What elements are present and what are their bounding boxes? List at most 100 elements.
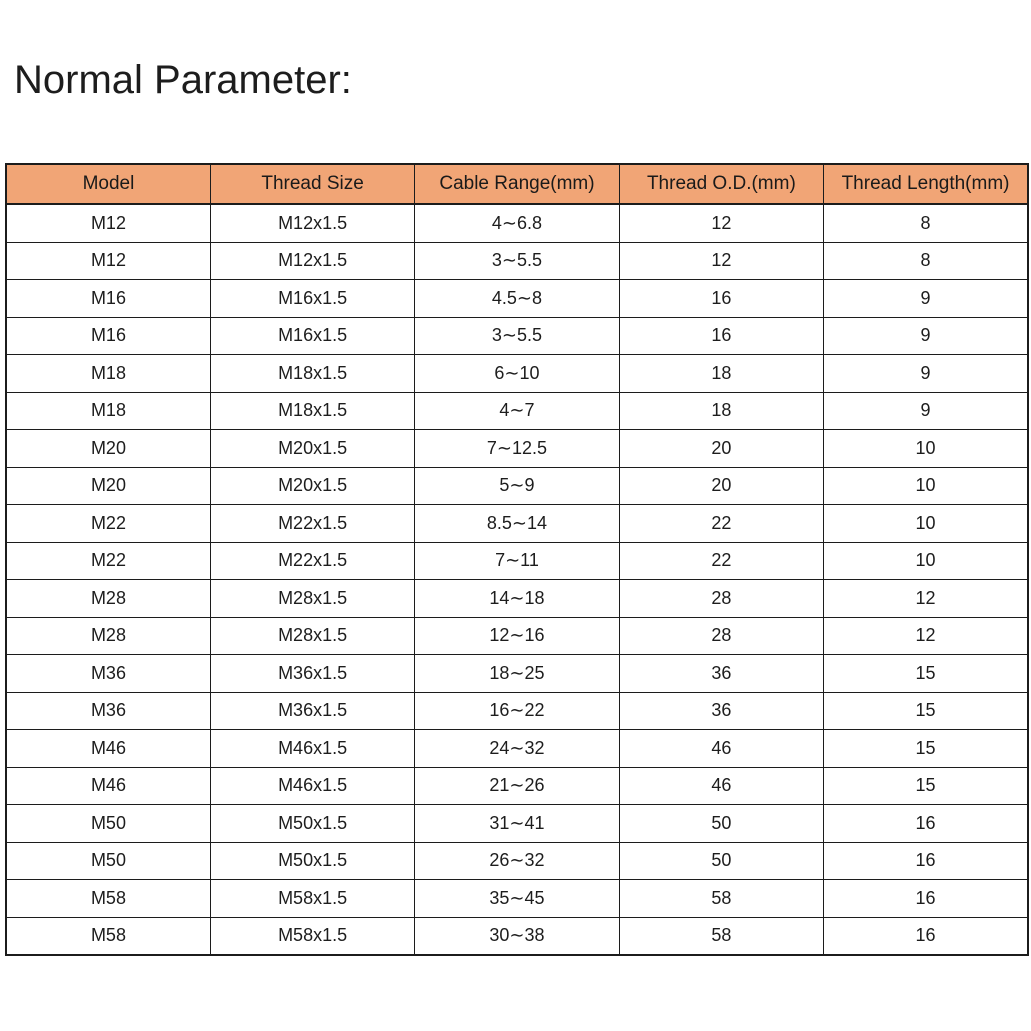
table-row: M46 M46x1.5 21∼26 46 15 bbox=[5, 766, 1029, 805]
table-cell: 20 bbox=[618, 466, 825, 505]
table-cell: M18x1.5 bbox=[209, 354, 416, 393]
column-header-thread-size: Thread Size bbox=[209, 163, 416, 205]
table-row: M58 M58x1.5 35∼45 58 16 bbox=[5, 879, 1029, 918]
table-cell: M28x1.5 bbox=[209, 616, 416, 655]
table-cell: M18 bbox=[5, 354, 211, 393]
table-cell: 4.5∼8 bbox=[414, 279, 620, 318]
table-cell: 18 bbox=[618, 354, 825, 393]
table-cell: 28 bbox=[618, 616, 825, 655]
table-cell: 12∼16 bbox=[414, 616, 620, 655]
table-row: M18 M18x1.5 4∼7 18 9 bbox=[5, 391, 1029, 430]
table-row: M22 M22x1.5 8.5∼14 22 10 bbox=[5, 504, 1029, 543]
table-cell: 50 bbox=[618, 804, 825, 843]
table-cell: 46 bbox=[618, 766, 825, 805]
table-cell: 16 bbox=[823, 879, 1029, 918]
table-body: M12 M12x1.5 4∼6.8 12 8 M12 M12x1.5 3∼5.5 12 8 M16 M… bbox=[5, 203, 1029, 956]
table-cell: 12 bbox=[618, 241, 825, 280]
table-cell: M46 bbox=[5, 766, 211, 805]
table-cell: M50 bbox=[5, 804, 211, 843]
table-cell: M22x1.5 bbox=[209, 541, 416, 580]
table-cell: 3∼5.5 bbox=[414, 241, 620, 280]
table-cell: 8.5∼14 bbox=[414, 504, 620, 543]
table-cell: M22x1.5 bbox=[209, 504, 416, 543]
table-row: M12 M12x1.5 4∼6.8 12 8 bbox=[5, 203, 1029, 243]
table-cell: M20 bbox=[5, 429, 211, 468]
table-cell: M28 bbox=[5, 616, 211, 655]
table-cell: 16 bbox=[618, 279, 825, 318]
table-cell: 18 bbox=[618, 391, 825, 430]
table-cell: 4∼6.8 bbox=[414, 203, 620, 243]
table-cell: 58 bbox=[618, 916, 825, 956]
table-cell: 10 bbox=[823, 541, 1029, 580]
table-cell: 15 bbox=[823, 729, 1029, 768]
table-cell: 12 bbox=[823, 579, 1029, 618]
table-cell: 16 bbox=[823, 804, 1029, 843]
table-cell: 58 bbox=[618, 879, 825, 918]
table-row: M22 M22x1.5 7∼11 22 10 bbox=[5, 541, 1029, 580]
table-row: M16 M16x1.5 3∼5.5 16 9 bbox=[5, 316, 1029, 355]
table-cell: M50x1.5 bbox=[209, 804, 416, 843]
table-cell: M36 bbox=[5, 654, 211, 693]
page-title: Normal Parameter: bbox=[14, 58, 352, 102]
table-cell: M16 bbox=[5, 279, 211, 318]
table-cell: 30∼38 bbox=[414, 916, 620, 956]
table-row: M28 M28x1.5 14∼18 28 12 bbox=[5, 579, 1029, 618]
table-row: M46 M46x1.5 24∼32 46 15 bbox=[5, 729, 1029, 768]
table-row: M12 M12x1.5 3∼5.5 12 8 bbox=[5, 241, 1029, 280]
column-header-thread-od: Thread O.D.(mm) bbox=[618, 163, 825, 205]
column-header-thread-length: Thread Length(mm) bbox=[823, 163, 1029, 205]
table-cell: M58 bbox=[5, 879, 211, 918]
table-cell: M22 bbox=[5, 504, 211, 543]
table-cell: 36 bbox=[618, 691, 825, 730]
table-row: M20 M20x1.5 7∼12.5 20 10 bbox=[5, 429, 1029, 468]
table-cell: 10 bbox=[823, 466, 1029, 505]
table-cell: 36 bbox=[618, 654, 825, 693]
table-cell: 16 bbox=[823, 916, 1029, 956]
table-cell: M18x1.5 bbox=[209, 391, 416, 430]
table-cell: 26∼32 bbox=[414, 841, 620, 880]
table-cell: M46x1.5 bbox=[209, 729, 416, 768]
table-cell: 10 bbox=[823, 504, 1029, 543]
table-cell: 22 bbox=[618, 504, 825, 543]
table-cell: 9 bbox=[823, 316, 1029, 355]
table-cell: M18 bbox=[5, 391, 211, 430]
table-cell: 7∼12.5 bbox=[414, 429, 620, 468]
table-cell: M22 bbox=[5, 541, 211, 580]
table-cell: M20 bbox=[5, 466, 211, 505]
table-cell: 15 bbox=[823, 766, 1029, 805]
table-cell: 16∼22 bbox=[414, 691, 620, 730]
table-cell: 9 bbox=[823, 279, 1029, 318]
table-cell: 9 bbox=[823, 391, 1029, 430]
table-cell: M16x1.5 bbox=[209, 279, 416, 318]
table-cell: 21∼26 bbox=[414, 766, 620, 805]
table-cell: M12 bbox=[5, 241, 211, 280]
table-cell: M16 bbox=[5, 316, 211, 355]
table-cell: 16 bbox=[618, 316, 825, 355]
table-cell: M58 bbox=[5, 916, 211, 956]
table-cell: M20x1.5 bbox=[209, 466, 416, 505]
table-cell: M50x1.5 bbox=[209, 841, 416, 880]
table-row: M36 M36x1.5 16∼22 36 15 bbox=[5, 691, 1029, 730]
table-cell: 28 bbox=[618, 579, 825, 618]
table-cell: M36x1.5 bbox=[209, 654, 416, 693]
table-row: M50 M50x1.5 26∼32 50 16 bbox=[5, 841, 1029, 880]
table-cell: 10 bbox=[823, 429, 1029, 468]
table-cell: 20 bbox=[618, 429, 825, 468]
table-cell: M58x1.5 bbox=[209, 879, 416, 918]
table-row: M20 M20x1.5 5∼9 20 10 bbox=[5, 466, 1029, 505]
table-cell: 14∼18 bbox=[414, 579, 620, 618]
table-row: M36 M36x1.5 18∼25 36 15 bbox=[5, 654, 1029, 693]
table-cell: M28 bbox=[5, 579, 211, 618]
table-cell: 24∼32 bbox=[414, 729, 620, 768]
table-cell: M12 bbox=[5, 203, 211, 243]
table-cell: 22 bbox=[618, 541, 825, 580]
table-cell: 7∼11 bbox=[414, 541, 620, 580]
column-header-cable-range: Cable Range(mm) bbox=[414, 163, 620, 205]
table-row: M18 M18x1.5 6∼10 18 9 bbox=[5, 354, 1029, 393]
table-cell: 15 bbox=[823, 691, 1029, 730]
table-cell: M28x1.5 bbox=[209, 579, 416, 618]
column-header-model: Model bbox=[5, 163, 211, 205]
table-cell: 16 bbox=[823, 841, 1029, 880]
table-cell: M50 bbox=[5, 841, 211, 880]
table-row: M50 M50x1.5 31∼41 50 16 bbox=[5, 804, 1029, 843]
